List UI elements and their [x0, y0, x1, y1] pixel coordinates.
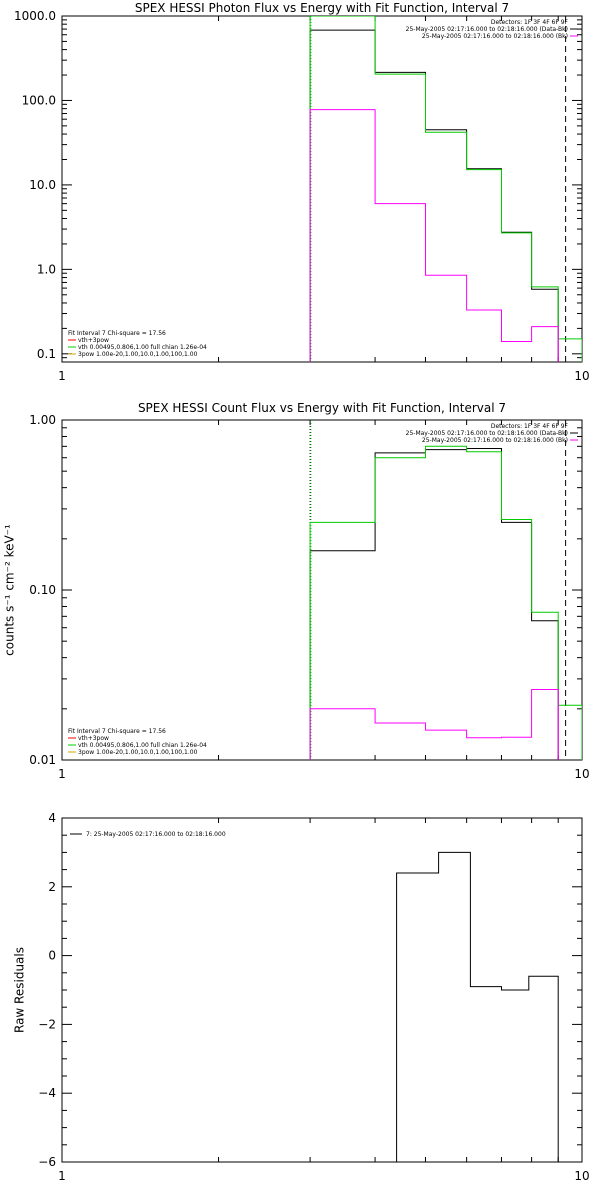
residuals-ytick-label: −6: [38, 1155, 56, 1169]
photon-legend-topright-entry: 25-May-2005 02:17:16.000 to 02:18:16.000…: [422, 33, 568, 40]
count-series-group: [309, 445, 582, 760]
photon-series-1-line: [309, 16, 582, 362]
count-legend-bottomleft-entry: vth 0.00495,0.806,1.00 full chian 1.26e-…: [78, 742, 207, 749]
photon-legend-topright-entry: 25-May-2005 02:17:16.000 to 02:18:16.000…: [406, 26, 568, 33]
count-legend-topright-entry: Detectors: 1F 3F 4F 6F 9F: [491, 423, 569, 430]
count-legend-topright-entry: 25-May-2005 02:17:16.000 to 02:18:16.000…: [422, 437, 568, 444]
photon-legend-bottomleft-entry: Fit Interval 7 Chi-square = 17.56: [68, 330, 166, 337]
count-xtick-label: 1: [58, 767, 66, 781]
count-series-2-line: [309, 689, 559, 760]
residuals-ytick-label: 2: [48, 880, 56, 894]
count-title: SPEX HESSI Count Flux vs Energy with Fit…: [138, 401, 506, 415]
photon-title: SPEX HESSI Photon Flux vs Energy with Fi…: [135, 1, 509, 15]
count-xtick-label: 10: [574, 767, 589, 781]
photon-series-2-line: [309, 109, 559, 362]
residuals-ytick-label: −4: [38, 1086, 56, 1100]
residuals-xtick-label: 1: [58, 1169, 66, 1183]
count-legend-topright-entry: 25-May-2005 02:17:16.000 to 02:18:16.000…: [406, 430, 568, 437]
photon-legend-bottomleft-entry: vth 0.00495,0.806,1.00 full chian 1.26e-…: [78, 344, 207, 351]
photon-flux-panel: SPEX HESSI Photon Flux vs Energy with Fi…: [14, 1, 590, 383]
photon-ytick-label: 10.0: [29, 178, 56, 192]
photon-ytick-label: 1000.0: [14, 9, 56, 23]
count-ytick-label: 0.01: [29, 753, 56, 767]
count-ytick-label: 0.10: [29, 583, 56, 597]
photon-series-0-line: [309, 29, 559, 362]
photon-plot-frame: [61, 15, 583, 363]
residuals-ytick-label: 0: [48, 949, 56, 963]
residuals-series-0-line: [396, 851, 559, 1162]
residuals-ytick-label: −2: [38, 1017, 56, 1031]
photon-legend-topright-entry: Detectors: 1F 3F 4F 6F 9F: [491, 19, 569, 26]
photon-ytick-label: 1.0: [37, 262, 56, 276]
photon-ytick-label: 0.1: [37, 347, 56, 361]
count-legend-bottomleft-entry: 3pow 1.00e-20,1.00,10.0,1.00,100,1.00: [78, 749, 198, 756]
photon-ytick-label: 100.0: [22, 93, 56, 107]
residuals-ytick-label: 4: [48, 811, 56, 825]
residuals-xtick-label: 10: [574, 1169, 589, 1183]
count-flux-panel: SPEX HESSI Count Flux vs Energy with Fit…: [3, 401, 590, 781]
raw-residuals-panel: Raw Residuals 1 10 −6 −4 −2 0 2 4 7: 25-May-2005 …: [13, 811, 590, 1183]
count-series-0-line: [309, 448, 559, 760]
photon-legend-bottomleft-entry: 3pow 1.00e-20,1.00,10.0,1.00,100,1.00: [78, 351, 198, 358]
photon-xtick-label: 1: [58, 369, 66, 383]
photon-legend-bottomleft-entry: vth+3pow: [78, 337, 109, 344]
residuals-legend-topleft-entry: 7: 25-May-2005 02:17:16.000 to 02:18:16.…: [86, 831, 226, 838]
residuals-ylabel: Raw Residuals: [13, 947, 27, 1033]
count-ytick-label: 1.00: [29, 413, 56, 427]
photon-series-group: [309, 16, 582, 362]
count-legend-bottomleft-entry: vth+3pow: [78, 735, 109, 742]
count-legend-bottomleft-entry: Fit Interval 7 Chi-square = 17.56: [68, 728, 166, 735]
residuals-series-group: [396, 851, 559, 1162]
count-series-1-line: [309, 445, 582, 760]
photon-xtick-label: 10: [574, 369, 589, 383]
count-ylabel: counts s⁻¹ cm⁻² keV⁻¹: [3, 524, 17, 656]
